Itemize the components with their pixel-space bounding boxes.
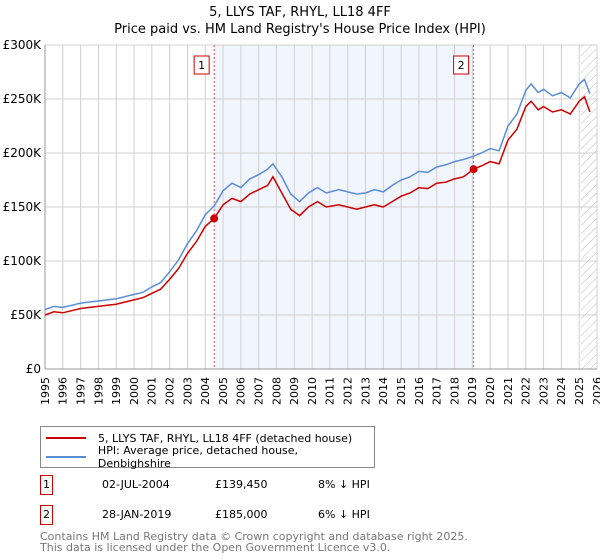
x-tick-label: 2022	[520, 377, 533, 405]
sale-hpi-diff: 6% ↓ HPI	[318, 508, 370, 521]
y-tick-label: £300K	[3, 38, 43, 52]
x-tick-label: 2010	[306, 377, 319, 405]
x-tick-label: 2018	[448, 377, 461, 405]
x-tick-label: 2007	[253, 377, 266, 405]
x-tick-label: 1999	[110, 377, 123, 405]
chart-subtitle: Price paid vs. HM Land Registry's House …	[114, 22, 486, 37]
x-tick-label: 2006	[235, 377, 248, 405]
x-tick-label: 2009	[288, 377, 301, 405]
legend: 5, LLYS TAF, RHYL, LL18 4FF (detached ho…	[40, 426, 375, 470]
x-tick-label: 1998	[92, 377, 105, 405]
sale-price: £185,000	[215, 508, 268, 521]
property-price-line	[44, 95, 591, 316]
red-line-swatch	[46, 437, 86, 439]
footer: Contains HM Land Registry data © Crown c…	[40, 531, 468, 553]
sale-date: 28-JAN-2019	[102, 508, 172, 521]
sale-point	[469, 165, 478, 174]
legend-item-property: 5, LLYS TAF, RHYL, LL18 4FF (detached ho…	[41, 429, 352, 447]
x-tick-label: 2021	[502, 377, 515, 405]
sale-label: 2	[458, 59, 465, 72]
x-tick-label: 1997	[74, 377, 87, 405]
x-tick-label: 2000	[128, 377, 141, 405]
x-tick-label: 2001	[146, 377, 159, 405]
sale-marker: 1	[40, 475, 53, 495]
x-tick-label: 2020	[484, 377, 497, 405]
x-tick-label: 2003	[181, 377, 194, 405]
y-tick-label: £250K	[3, 92, 43, 106]
sale-label-box	[193, 55, 210, 75]
sale-hpi-diff: 8% ↓ HPI	[318, 478, 370, 491]
sale-price: £139,450	[215, 478, 268, 491]
copyright-text: Contains HM Land Registry data © Crown c…	[40, 530, 468, 543]
x-tick-label: 2008	[270, 377, 283, 405]
y-tick-label: £200K	[3, 146, 43, 160]
sale-row: 2 28-JAN-2019 £185,000 6% ↓ HPI	[40, 505, 600, 525]
x-tick-label: 2012	[342, 377, 355, 405]
x-tick-label: 2023	[537, 377, 550, 405]
x-tick-label: 2005	[217, 377, 230, 405]
x-tick-label: 1996	[57, 377, 70, 405]
hpi-line	[44, 78, 591, 311]
blue-line-swatch	[46, 456, 86, 458]
x-tick-label: 2015	[395, 377, 408, 405]
x-tick-label: 2024	[555, 377, 568, 405]
chart-title: 5, LLYS TAF, RHYL, LL18 4FF	[209, 5, 391, 20]
price-chart: 5, LLYS TAF, RHYL, LL18 4FF Price paid v…	[3, 5, 600, 405]
y-tick-label: £0	[26, 362, 41, 376]
y-tick-label: £150K	[3, 200, 43, 214]
sale-label: 1	[198, 59, 205, 72]
x-tick-label: 2017	[431, 377, 444, 405]
legend-item-hpi: HPI: Average price, detached house, Denb…	[41, 444, 374, 470]
y-tick-label: £50K	[10, 308, 42, 322]
x-tick-label: 2011	[324, 377, 337, 405]
x-tick-label: 2013	[359, 377, 372, 405]
sale-point	[210, 214, 219, 223]
x-tick-label: 1995	[39, 377, 52, 405]
x-tick-label: 2025	[573, 377, 586, 405]
x-tick-label: 2004	[199, 377, 212, 405]
licence-text: This data is licensed under the Open Gov…	[40, 541, 391, 554]
sale-date: 02-JUL-2004	[102, 478, 170, 491]
sale-row: 1 02-JUL-2004 £139,450 8% ↓ HPI	[40, 475, 600, 495]
sale-marker: 2	[40, 505, 53, 525]
x-tick-label: 2014	[377, 377, 390, 405]
sale-label-box	[453, 55, 470, 75]
x-tick-label: 2026	[591, 377, 600, 405]
x-tick-label: 2019	[466, 377, 479, 405]
legend-label: HPI: Average price, detached house, Denb…	[97, 444, 299, 470]
y-tick-label: £100K	[3, 254, 43, 268]
x-tick-label: 2016	[413, 377, 426, 405]
x-tick-label: 2002	[163, 377, 176, 405]
legend-label: 5, LLYS TAF, RHYL, LL18 4FF (detached ho…	[98, 431, 353, 445]
